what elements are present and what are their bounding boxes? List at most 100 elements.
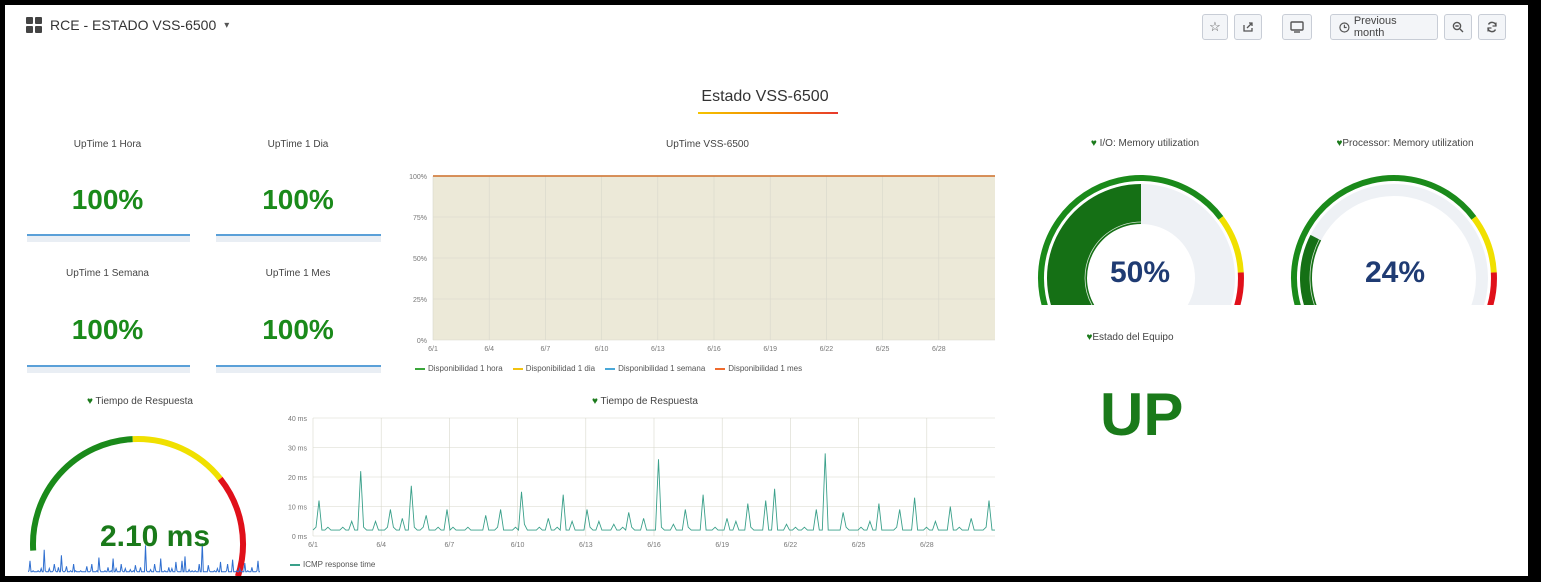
stat-title-mes[interactable]: UpTime 1 Mes [265, 268, 331, 279]
processor-gauge-value: 24% [1364, 256, 1426, 289]
uptime-chart[interactable]: 100% 75% 50% 25% 0%6/1 6/4 6/7 6/10 6/13 6/16 6/19… [395, 160, 1005, 358]
response-sparkline [28, 543, 260, 574]
processor-gauge-title-text: Processor: Memory utilization [1342, 138, 1474, 149]
legend-swatch [605, 367, 616, 370]
x-tick-label: 6/10 [511, 542, 525, 549]
io-gauge-title[interactable]: ♥ I/O: Memory utilization [1060, 138, 1230, 149]
io-gauge-title-text: I/O: Memory utilization [1099, 138, 1200, 149]
legend-swatch [415, 367, 425, 370]
gauge-threshold-band [1471, 216, 1497, 273]
response-gauge-title[interactable]: ♥ Tiempo de Respuesta [60, 396, 220, 407]
stat-title-semana[interactable]: UpTime 1 Semana [66, 268, 149, 279]
io-gauge-value: 50% [1109, 256, 1171, 289]
y-tick-label: 0% [417, 338, 427, 345]
response-chart-title-text: Tiempo de Respuesta [600, 396, 698, 407]
gauge-fill-highlight [1309, 239, 1320, 305]
response-gauge-title-text: Tiempo de Respuesta [95, 396, 193, 407]
stat-title-hora[interactable]: UpTime 1 Hora [73, 139, 142, 150]
legend-label: Disponibilidad 1 mes [728, 364, 803, 373]
x-tick-label: 6/13 [651, 346, 665, 353]
refresh-button[interactable] [1478, 14, 1506, 40]
gauge-threshold-band [1234, 272, 1244, 305]
x-tick-label: 6/7 [445, 542, 455, 549]
response-chart[interactable]: 40 ms 30 ms 20 ms 10 ms 0 ms6/1 6/4 6/7 6/10 6/1… [268, 412, 1008, 560]
y-tick-label: 0 ms [292, 534, 308, 541]
legend-label: Disponibilidad 1 dia [525, 364, 596, 373]
legend-swatch [512, 367, 523, 370]
x-tick-label: 6/25 [852, 542, 866, 549]
y-tick-label: 75% [413, 215, 427, 222]
legend-swatch [715, 367, 726, 370]
status-panel-title-text: Estado del Equipo [1092, 332, 1174, 343]
legend-label: Disponibilidad 1 hora [428, 364, 503, 373]
view-mode-button[interactable] [1282, 14, 1312, 40]
x-tick-label: 6/22 [820, 346, 834, 353]
x-tick-label: 6/19 [715, 542, 729, 549]
share-button[interactable] [1234, 14, 1262, 40]
dashboard-title: RCE - ESTADO VSS-6500 [50, 17, 217, 33]
y-tick-label: 100% [409, 174, 427, 181]
series-line [312, 453, 995, 532]
stat-value-semana: 100% [71, 314, 144, 345]
y-tick-label: 40 ms [288, 416, 308, 423]
time-range-label: Previous month [1353, 15, 1397, 39]
status-panel-title[interactable]: ♥Estado del Equipo [1050, 332, 1210, 343]
share-icon [1243, 22, 1253, 32]
legend-label: Disponibilidad 1 semana [618, 364, 706, 373]
y-tick-label: 25% [413, 297, 427, 304]
response-chart-legend: ICMP response time [290, 560, 375, 569]
x-tick-label: 6/7 [541, 346, 551, 353]
processor-gauge-title[interactable]: ♥Processor: Memory utilization [1300, 138, 1510, 149]
x-tick-label: 6/16 [707, 346, 721, 353]
gauge-fill-highlight [1084, 221, 1142, 305]
star-button[interactable]: ☆ [1202, 14, 1228, 40]
gauge-threshold-band [1218, 216, 1244, 273]
clock-icon [1339, 21, 1350, 33]
stat-sparkline-mes [216, 365, 381, 373]
stat-sparkline-hora [27, 234, 190, 242]
y-tick-label: 50% [413, 256, 427, 263]
row-title[interactable]: Estado VSS-6500 [701, 88, 829, 105]
dashboard-picker[interactable]: RCE - ESTADO VSS-6500 ▾ [26, 17, 229, 33]
status-value: UP [1100, 381, 1184, 448]
top-navbar: RCE - ESTADO VSS-6500 ▾ ☆ Previous month [26, 14, 1516, 40]
refresh-icon [1487, 21, 1497, 33]
x-tick-label: 6/16 [647, 542, 661, 549]
stat-value-hora: 100% [71, 184, 144, 215]
time-range-picker[interactable]: Previous month [1330, 14, 1438, 40]
y-tick-label: 10 ms [288, 505, 308, 512]
x-tick-label: 6/10 [595, 346, 609, 353]
heart-icon: ♥ [1086, 332, 1093, 343]
stat-sparkline-semana [27, 365, 190, 373]
dashboard-grid-icon [26, 17, 42, 33]
response-chart-title[interactable]: ♥ Tiempo de Respuesta [560, 396, 730, 407]
zoom-out-button[interactable] [1444, 14, 1472, 40]
star-icon: ☆ [1209, 19, 1221, 34]
response-time-gauge [28, 436, 260, 576]
legend-swatch [290, 563, 300, 566]
y-tick-label: 20 ms [288, 475, 308, 482]
x-tick-label: 6/1 [308, 542, 318, 549]
gauge-threshold-band [1291, 175, 1477, 305]
uptime-chart-title[interactable]: UpTime VSS-6500 [666, 139, 749, 150]
gauge-fill [1047, 184, 1141, 305]
x-tick-label: 6/1 [428, 346, 438, 353]
x-tick-label: 6/13 [579, 542, 593, 549]
heart-icon: ♥ [591, 396, 598, 407]
chevron-down-icon: ▾ [224, 19, 230, 31]
legend-item[interactable]: Disponibilidad 1 dia [512, 364, 596, 373]
gauge-threshold-band [1487, 272, 1497, 305]
x-tick-label: 6/28 [932, 346, 946, 353]
legend-item[interactable]: Disponibilidad 1 semana [605, 364, 705, 373]
gauge-threshold-band [1038, 175, 1224, 305]
legend-item[interactable]: ICMP response time [290, 560, 375, 569]
stat-sparkline-dia [216, 234, 381, 242]
stat-title-dia[interactable]: UpTime 1 Dia [267, 139, 329, 150]
x-tick-label: 6/22 [784, 542, 798, 549]
stat-value-dia: 100% [262, 184, 334, 215]
x-tick-label: 6/19 [763, 346, 777, 353]
legend-item[interactable]: Disponibilidad 1 hora [415, 364, 503, 373]
legend-item[interactable]: Disponibilidad 1 mes [715, 364, 802, 373]
zoom-out-icon [1452, 21, 1464, 33]
x-tick-label: 6/4 [484, 346, 494, 353]
